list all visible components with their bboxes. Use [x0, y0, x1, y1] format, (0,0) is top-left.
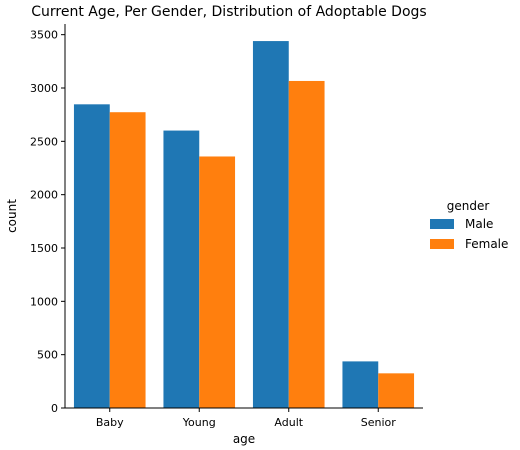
x-tick-label: Young: [182, 416, 216, 429]
legend-swatch-female: [430, 239, 454, 249]
bar-male-young: [163, 130, 200, 408]
y-tick-label: 1500: [30, 242, 58, 255]
y-tick-label: 1000: [30, 295, 58, 308]
y-axis-label: count: [5, 199, 19, 233]
y-tick-label: 0: [51, 402, 58, 415]
bar-male-senior: [342, 361, 379, 408]
legend-title: gender: [447, 199, 490, 213]
legend-swatch-male: [430, 219, 454, 229]
legend-label-female: Female: [465, 237, 508, 251]
y-tick-label: 3500: [30, 29, 58, 42]
x-axis-label: age: [233, 432, 255, 446]
bar-female-young: [199, 156, 236, 408]
bars: [73, 41, 415, 409]
x-tick-label: Adult: [274, 416, 303, 429]
bar-female-baby: [109, 112, 146, 409]
legend: gender Male Female: [430, 199, 508, 251]
y-tick-label: 2000: [30, 189, 58, 202]
y-axis-ticks: 0 500 1000 1500 2000 2500 3000 3500: [30, 29, 65, 415]
bar-female-adult: [288, 80, 325, 409]
x-axis-ticks: Baby Young Adult Senior: [96, 408, 396, 429]
bar-male-baby: [73, 104, 110, 408]
x-tick-label: Baby: [96, 416, 124, 429]
legend-label-male: Male: [465, 217, 493, 231]
y-tick-label: 500: [37, 349, 58, 362]
x-tick-label: Senior: [361, 416, 397, 429]
chart-title: Current Age, Per Gender, Distribution of…: [31, 4, 426, 20]
bar-male-adult: [252, 41, 289, 409]
y-tick-label: 3000: [30, 82, 58, 95]
bar-female-senior: [378, 373, 415, 408]
y-tick-label: 2500: [30, 135, 58, 148]
